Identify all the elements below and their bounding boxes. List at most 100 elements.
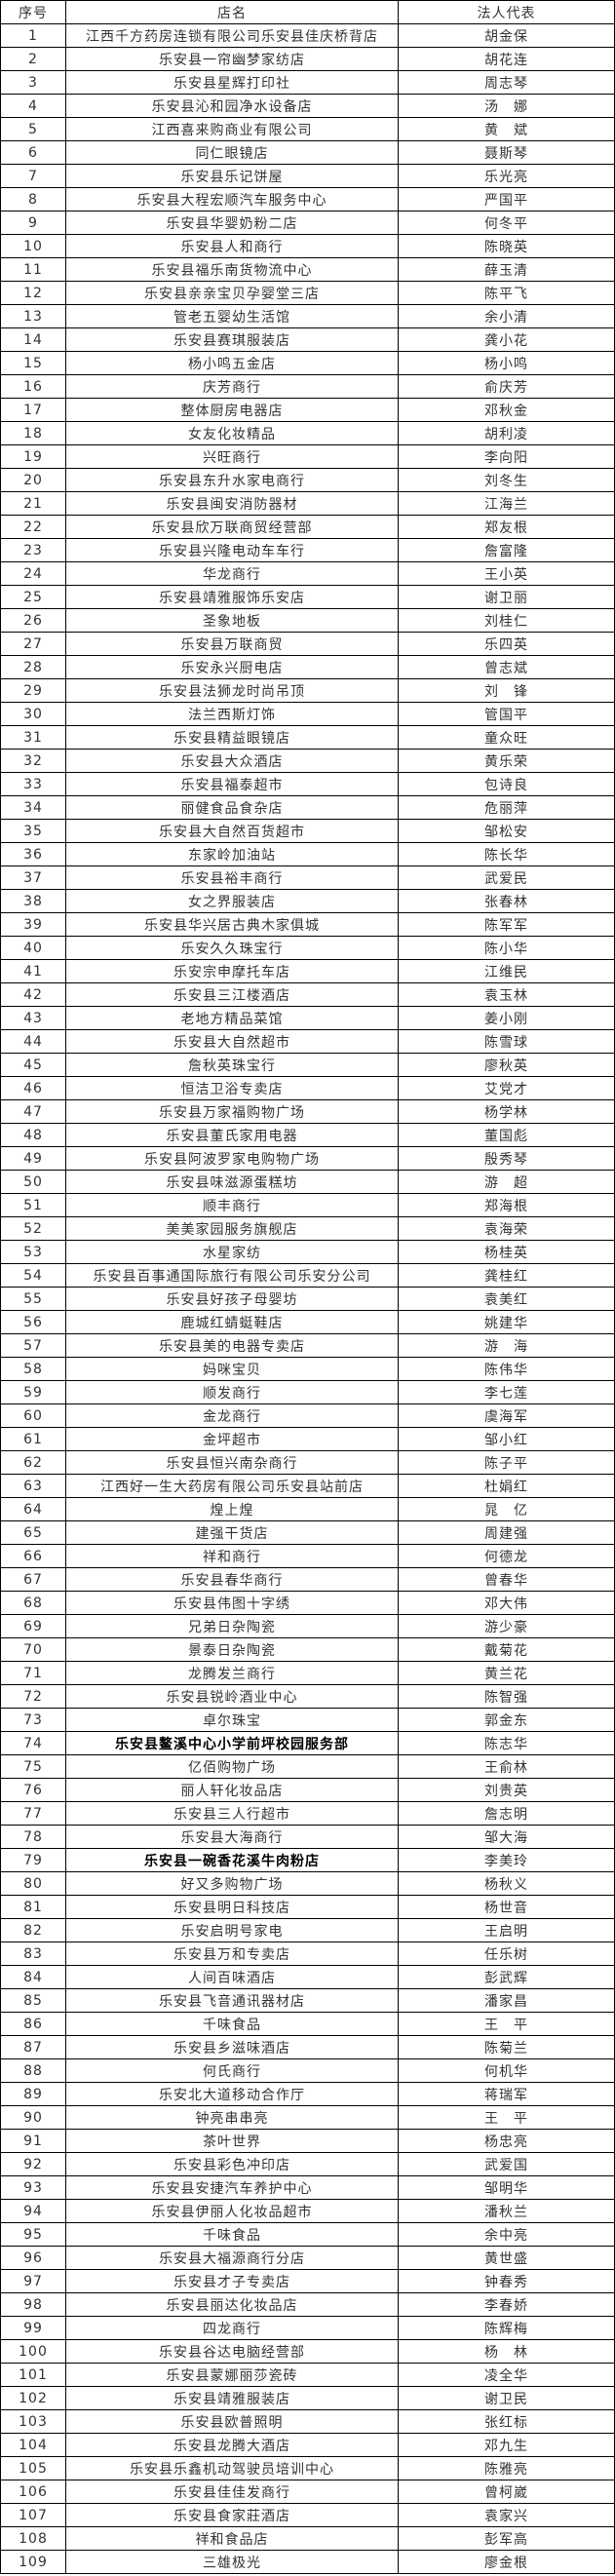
table-row: 92 乐安县彩色冲印店 武爱国: [0, 2152, 615, 2176]
row-number: 60: [0, 1403, 66, 1428]
table-row: 30 法兰西斯灯饰 管国平: [0, 702, 615, 726]
table-row: 57 乐安县美的电器专卖店游 海: [0, 1333, 615, 1358]
legal-rep: 姚建华: [398, 1310, 615, 1334]
legal-rep: 廖金根: [398, 2550, 615, 2574]
row-number: 23: [0, 538, 66, 562]
shop-name: 杨小鸣五金店: [65, 351, 399, 375]
shop-name: 乐安县一帘幽梦家纺店: [65, 47, 399, 71]
shop-name: 乐安县兴隆电动车车行: [65, 538, 399, 562]
legal-rep: 陈志华: [398, 1731, 615, 1755]
table-row: 26 圣象地板 刘桂仁: [0, 608, 615, 633]
shop-name: 乐安县星辉打印社: [65, 70, 399, 95]
shop-name: 四龙商行: [65, 2316, 399, 2340]
table-row: 82 乐安启明号家电 王启明: [0, 1918, 615, 1942]
shop-name: 江西千方药房连锁有限公司乐安县佳庆桥背店: [65, 23, 399, 48]
row-number: 101: [0, 2363, 66, 2387]
shop-name: 乐安县大众酒店: [65, 749, 399, 773]
legal-rep: 袁家兴: [398, 2503, 615, 2527]
table-row: 60 金龙商行 虞海军: [0, 1403, 615, 1428]
row-number: 12: [0, 281, 66, 305]
legal-rep: 俞庆芳: [398, 374, 615, 399]
row-number: 90: [0, 2105, 66, 2130]
legal-rep: 杨 林: [398, 2339, 615, 2364]
row-number: 58: [0, 1357, 66, 1381]
row-number: 98: [0, 2292, 66, 2317]
legal-rep: 王小英: [398, 561, 615, 586]
shop-name: 乐安县万家福购物广场: [65, 1099, 399, 1124]
shop-name: 乐安县佳佳发商行: [65, 2480, 399, 2504]
row-number: 20: [0, 468, 66, 492]
row-number: 109: [0, 2550, 66, 2574]
row-number: 14: [0, 327, 66, 352]
shop-name: 乐安县味滋源蛋糕坊: [65, 1170, 399, 1194]
legal-rep: 黄乐荣: [398, 749, 615, 773]
table-row: 45 詹秋英珠宝行 廖秋英: [0, 1053, 615, 1077]
legal-rep: 刘 锋: [398, 678, 615, 703]
row-number: 55: [0, 1287, 66, 1311]
shop-name: 乐安县百事通国际旅行有限公司乐安分公司: [65, 1263, 399, 1288]
shop-name: 乐安县裕丰商行: [65, 865, 399, 890]
shop-name: 乐安县才子专卖店: [65, 2269, 399, 2293]
table-row: 42 乐安县三江楼酒店 袁玉林: [0, 982, 615, 1007]
row-number: 45: [0, 1053, 66, 1077]
table-row: 14 乐安县赛琪服装店 龚小花: [0, 327, 615, 352]
legal-rep: 董国彪: [398, 1123, 615, 1147]
table-row: 37 乐安县裕丰商行 武爱民: [0, 865, 615, 890]
legal-rep: 钟春秀: [398, 2269, 615, 2293]
row-number: 77: [0, 1801, 66, 1826]
table-row: 32 乐安县大众酒店 黄乐荣: [0, 749, 615, 773]
table-row: 105 乐安县乐鑫机动驾驶员培训中心 陈雅亮: [0, 2456, 615, 2480]
shop-name: 乐安县沁和园净水设备店: [65, 94, 399, 118]
legal-rep: 何德龙: [398, 1544, 615, 1568]
row-number: 33: [0, 772, 66, 796]
shop-name: 乐安县春华商行: [65, 1567, 399, 1592]
row-number: 78: [0, 1825, 66, 1849]
row-number: 88: [0, 2058, 66, 2083]
shop-name: 乐安县伟图十字绣: [65, 1591, 399, 1615]
header-number: 序号: [0, 0, 66, 24]
row-number: 82: [0, 1918, 66, 1942]
row-number: 46: [0, 1076, 66, 1100]
legal-rep: 曾志斌: [398, 655, 615, 679]
shop-name: 乐安县好孩子母婴坊: [65, 1287, 399, 1311]
row-number: 3: [0, 70, 66, 95]
shop-name: 乐安县董氏家用电器: [65, 1123, 399, 1147]
table-row: 12 乐安县亲亲宝贝孕婴堂三店 陈平飞: [0, 281, 615, 305]
shop-name: 龙腾发兰商行: [65, 1661, 399, 1685]
table-row: 19 兴旺商行 李向阳: [0, 444, 615, 469]
legal-rep: 詹志明: [398, 1801, 615, 1826]
shop-name: 乐安县丽达化妆品店: [65, 2292, 399, 2317]
legal-rep: 陈雪球: [398, 1029, 615, 1054]
shop-name: 乐安永兴厨电店: [65, 655, 399, 679]
shop-name: 乐安县福乐南货物流中心: [65, 257, 399, 282]
shop-name: 乐安县欣万联商贸经营部: [65, 515, 399, 539]
table-row: 74 乐安县鳌溪中心小学前坪校园服务部 陈志华: [0, 1731, 615, 1755]
legal-rep: 包诗良: [398, 772, 615, 796]
shop-name: 祥和食品店: [65, 2526, 399, 2551]
row-number: 26: [0, 608, 66, 633]
legal-rep: 戴菊花: [398, 1637, 615, 1662]
legal-rep: 杨秋义: [398, 1871, 615, 1896]
legal-rep: 陈伟华: [398, 1357, 615, 1381]
row-number: 91: [0, 2129, 66, 2153]
row-number: 37: [0, 865, 66, 890]
legal-rep: 聂斯琴: [398, 140, 615, 165]
shop-name: 华龙商行: [65, 561, 399, 586]
row-number: 28: [0, 655, 66, 679]
row-number: 61: [0, 1427, 66, 1451]
table-row: 70 景泰日杂陶瓷 戴菊花: [0, 1637, 615, 1662]
table-row: 97 乐安县才子专卖店 钟春秀: [0, 2269, 615, 2293]
legal-rep: 邹小红: [398, 1427, 615, 1451]
row-number: 40: [0, 936, 66, 960]
legal-rep: 郑海根: [398, 1193, 615, 1217]
row-number: 106: [0, 2480, 66, 2504]
table-row: 24 华龙商行 王小英: [0, 561, 615, 586]
table-row: 67 乐安县春华商行 曾春华: [0, 1567, 615, 1592]
row-number: 67: [0, 1567, 66, 1592]
row-number: 18: [0, 421, 66, 445]
row-number: 29: [0, 678, 66, 703]
row-number: 35: [0, 819, 66, 843]
table-row: 62 乐安县恒兴南杂商行 陈子平: [0, 1450, 615, 1475]
table-row: 53 水星家纺 杨桂英: [0, 1240, 615, 1264]
